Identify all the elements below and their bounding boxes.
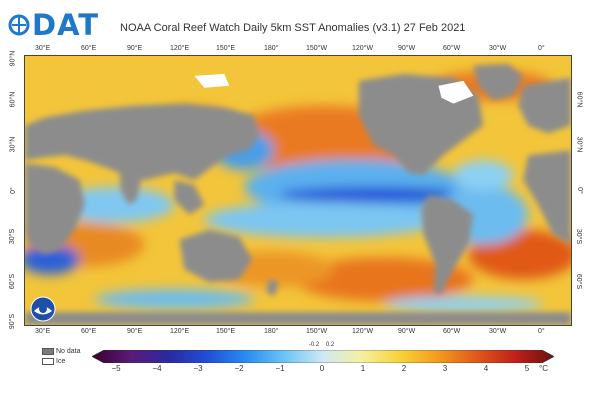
lon-tick-top: 60°W <box>443 45 461 52</box>
colorbar-tick: −2 <box>234 364 244 373</box>
lon-tick-top: 0° <box>538 45 545 52</box>
lon-tick-bottom: 30°W <box>489 328 507 335</box>
lon-tick-bottom: 90°E <box>127 328 143 335</box>
india-land <box>119 170 143 205</box>
cool-anomaly <box>204 201 444 238</box>
ice-area <box>438 80 474 104</box>
lon-tick-top: 60°E <box>81 45 97 52</box>
no-data-swatch <box>42 348 54 355</box>
colorbar-tick: 4 <box>483 364 489 373</box>
cool-anomaly <box>54 187 175 223</box>
lat-tick-right: 0° <box>575 187 583 194</box>
colorbar-tick: 1 <box>360 364 366 373</box>
south-america-land <box>421 194 474 295</box>
cool-anomaly <box>383 296 544 313</box>
lon-tick-top: 150°E <box>216 45 236 52</box>
lon-tick-bottom: 60°W <box>443 328 461 335</box>
lat-tick-right: 30°S <box>575 228 583 245</box>
lon-tick-bottom: 120°W <box>352 328 374 335</box>
colorbar <box>92 350 554 363</box>
lat-tick-left: 30°N <box>9 136 17 153</box>
lat-tick-right: 60°N <box>575 91 583 108</box>
ice-area <box>194 73 230 88</box>
colorbar-tick: 3 <box>442 364 448 373</box>
dat-logo: DAT <box>8 8 100 42</box>
colorbar-tick: −5 <box>111 364 121 373</box>
lon-tick-bottom: 60°E <box>81 328 97 335</box>
ice <box>194 73 474 104</box>
colorbar-unit: °C <box>539 364 548 373</box>
logo-text: DAT <box>32 8 100 42</box>
noaa-logo-icon <box>30 296 56 322</box>
colorbar-tick: 2 <box>401 364 407 373</box>
colorbar-tick: −4 <box>152 364 162 373</box>
lon-tick-bottom: 0° <box>538 328 545 335</box>
colorbar-tick: 5 <box>524 364 530 373</box>
greenland-land <box>473 63 524 101</box>
colorbar-small-tick: -0.2 <box>308 342 320 348</box>
cool-anomaly <box>279 187 469 203</box>
lat-tick-right: 30°N <box>575 136 583 153</box>
ice-swatch <box>42 358 54 365</box>
lat-tick-left: 90°S <box>9 313 17 330</box>
lon-tick-top: 120°E <box>170 45 190 52</box>
lon-tick-top: 90°E <box>127 45 143 52</box>
lon-tick-top: 30°W <box>489 45 507 52</box>
lon-tick-top: 120°W <box>352 45 374 52</box>
eurasia-land <box>25 103 260 181</box>
sst-anomaly-map <box>24 55 572 326</box>
lon-tick-bottom: 120°E <box>170 328 190 335</box>
lat-tick-left: 90°N <box>9 50 17 67</box>
west-africa-land <box>523 150 571 245</box>
lon-tick-top: 90°W <box>398 45 416 52</box>
lon-tick-bottom: 180° <box>264 328 279 335</box>
lon-tick-bottom: 150°E <box>216 328 236 335</box>
southeast-asia-land <box>174 180 205 215</box>
cool-anomaly <box>25 244 80 275</box>
colorbar-bar <box>92 350 554 363</box>
europe-land <box>518 77 571 134</box>
map-title: NOAA Coral Reef Watch Daily 5km SST Anom… <box>120 22 466 34</box>
cool-anomaly <box>94 289 255 310</box>
lon-tick-bottom: 90°W <box>398 328 416 335</box>
colorbar-tick: −3 <box>193 364 203 373</box>
australia-land <box>179 229 253 283</box>
lon-tick-top: 150°W <box>306 45 328 52</box>
colorbar-tick: 0 <box>319 364 325 373</box>
antarctica-land <box>25 312 571 325</box>
colorbar-small-tick: 0.2 <box>325 342 335 348</box>
colorbar-tick: −1 <box>275 364 285 373</box>
africa-land <box>25 163 85 255</box>
ice-label: Ice <box>56 358 66 365</box>
warm-anomaly <box>294 257 474 302</box>
lat-tick-left: 60°N <box>9 91 17 108</box>
globe-logo-icon <box>8 14 30 36</box>
lat-tick-left: 60°S <box>9 273 17 290</box>
new-zealand-land <box>266 279 280 297</box>
lat-tick-right: 60°S <box>575 273 583 290</box>
cool-anomaly <box>453 160 514 191</box>
lon-tick-bottom: 150°W <box>306 328 328 335</box>
lon-tick-bottom: 30°E <box>35 328 51 335</box>
lat-tick-left: 30°S <box>9 228 17 245</box>
lat-tick-left: 0° <box>9 187 17 194</box>
no-data-label: No data <box>56 348 81 355</box>
lon-tick-top: 180° <box>264 45 279 52</box>
lon-tick-top: 30°E <box>35 45 51 52</box>
